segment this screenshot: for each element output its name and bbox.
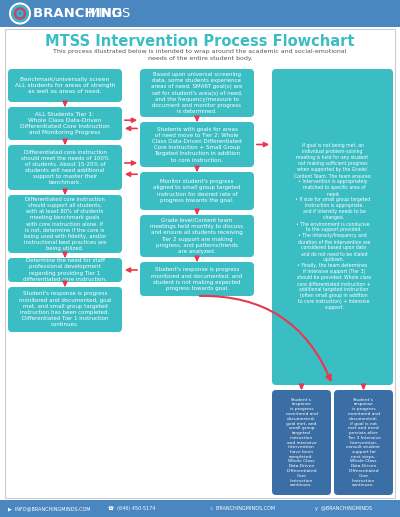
Text: MINDS: MINDS	[88, 7, 131, 20]
FancyBboxPatch shape	[0, 27, 400, 500]
Text: y  @BRANCHINGMINDS: y @BRANCHINGMINDS	[315, 506, 372, 511]
FancyBboxPatch shape	[140, 122, 254, 167]
FancyBboxPatch shape	[5, 29, 395, 498]
Text: Students with goals for areas
of need move to Tier 2: Whole
Class Data-Driven Di: Students with goals for areas of need mo…	[152, 127, 242, 162]
FancyBboxPatch shape	[140, 262, 254, 296]
FancyBboxPatch shape	[8, 195, 122, 253]
FancyBboxPatch shape	[8, 258, 122, 282]
Text: ☎  (646) 450-5174: ☎ (646) 450-5174	[108, 506, 155, 511]
FancyBboxPatch shape	[0, 0, 400, 27]
FancyBboxPatch shape	[8, 145, 122, 190]
FancyBboxPatch shape	[272, 390, 331, 495]
Text: Based upon universal screening
data, some students experience
areas of need. SMA: Based upon universal screening data, som…	[151, 72, 243, 114]
Text: Benchmark/universally screen
ALL students for areas of strength
as well as areas: Benchmark/universally screen ALL student…	[15, 77, 115, 94]
FancyBboxPatch shape	[140, 172, 254, 210]
FancyBboxPatch shape	[140, 69, 254, 117]
Text: Student's response is progress
monitored and documented, and
student is not maki: Student's response is progress monitored…	[152, 267, 242, 291]
FancyBboxPatch shape	[334, 390, 393, 495]
Text: Student's
response
is progress
monitored and
documented,
goal met, and
small gro: Student's response is progress monitored…	[286, 398, 318, 487]
Text: If goal is not being met, an
individual problem-solving
meeting is held for any : If goal is not being met, an individual …	[294, 144, 371, 311]
Text: Differentiated core instruction
should support all students,
with at least 80% o: Differentiated core instruction should s…	[24, 196, 106, 251]
FancyBboxPatch shape	[8, 107, 122, 140]
Text: MTSS Intervention Process Flowchart: MTSS Intervention Process Flowchart	[45, 35, 355, 50]
FancyBboxPatch shape	[8, 287, 122, 332]
Text: Monitor student's progress
aligned to small group targeted
instruction for desir: Monitor student's progress aligned to sm…	[153, 179, 241, 203]
Text: Student's response is progress
monitored and documented, goal
met, and small gro: Student's response is progress monitored…	[19, 292, 111, 327]
FancyBboxPatch shape	[0, 500, 400, 517]
Text: ▶  INFO@BRANCHINGMINDS.COM: ▶ INFO@BRANCHINGMINDS.COM	[8, 506, 90, 511]
FancyBboxPatch shape	[8, 69, 122, 102]
FancyBboxPatch shape	[272, 69, 393, 385]
Text: ALL Students Tier 1:
Whole Class Data-Driven
Differentiated Core Instruction
and: ALL Students Tier 1: Whole Class Data-Dr…	[20, 112, 110, 135]
Text: This process illustrated below is intended to wrap around the academic and socia: This process illustrated below is intend…	[53, 49, 347, 61]
FancyBboxPatch shape	[140, 215, 254, 257]
Text: ☝  BRANCHINGMINDS.COM: ☝ BRANCHINGMINDS.COM	[210, 506, 275, 511]
Text: Student's
response
is progress
monitored and
documented;
if goal is not
met and : Student's response is progress monitored…	[346, 398, 380, 487]
Text: Differentiated core instruction
should meet the needs of 100%
of students. About: Differentiated core instruction should m…	[21, 149, 109, 186]
Text: Grade level/Content team
meetings held monthly to discuss
and ensure all student: Grade level/Content team meetings held m…	[150, 218, 244, 254]
Text: BRANCHING: BRANCHING	[33, 7, 127, 20]
Text: Determine the need for staff
professional development
regarding providing Tier 1: Determine the need for staff professiona…	[23, 258, 107, 282]
